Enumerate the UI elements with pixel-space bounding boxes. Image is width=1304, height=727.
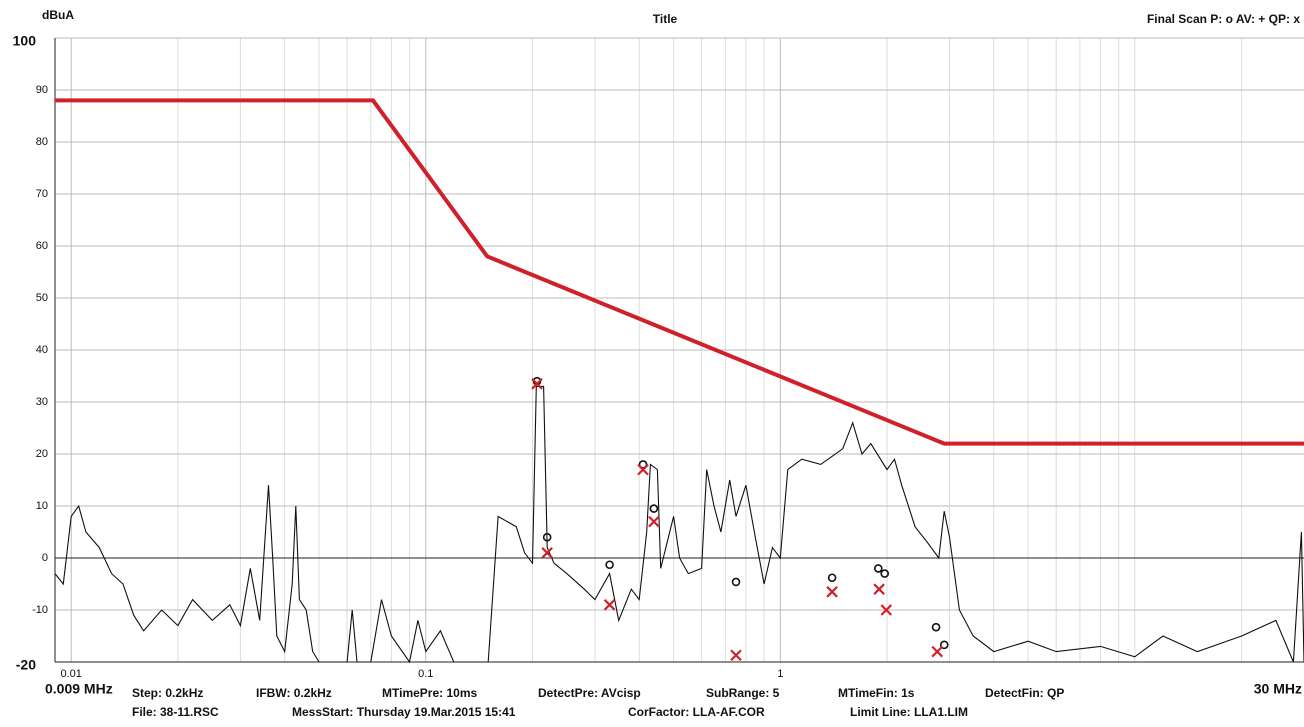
- footer-text: SubRange: 5: [706, 686, 780, 700]
- y-tick-label: 90: [36, 84, 48, 96]
- qp-marker: [939, 640, 949, 650]
- y-tick-label: -20: [16, 657, 36, 673]
- qp-marker: [638, 460, 648, 469]
- qp-marker: [542, 532, 552, 542]
- av-marker: [531, 378, 543, 390]
- y-tick-label: 60: [36, 240, 48, 252]
- y-tick-label: 0: [42, 552, 48, 564]
- av-marker: [637, 463, 649, 476]
- y-tick-label: 30: [36, 396, 48, 408]
- chart-title: Title: [653, 12, 678, 26]
- y-tick-label: 20: [36, 448, 48, 460]
- footer-text: MessStart: Thursday 19.Mar.2015 15:41: [292, 705, 516, 719]
- y-tick-label: 50: [36, 292, 48, 304]
- footer-text: IFBW: 0.2kHz: [256, 686, 332, 700]
- y-tick-label: -10: [32, 604, 48, 616]
- qp-marker: [874, 564, 883, 573]
- y-axis-label: dBuA: [42, 8, 74, 22]
- x-end-label: 30 MHz: [1254, 681, 1302, 697]
- qp-marker: [880, 569, 890, 578]
- qp-marker: [931, 622, 941, 632]
- y-tick-label: 70: [36, 188, 48, 200]
- y-tick-label: 10: [36, 500, 48, 512]
- footer-text: MTimePre: 10ms: [382, 686, 477, 700]
- x-tick-label: 1: [777, 668, 783, 680]
- footer-text: File: 38-11.RSC: [132, 705, 219, 719]
- av-marker: [826, 586, 838, 598]
- footer-text: DetectFin: QP: [985, 686, 1064, 700]
- qp-marker: [649, 504, 659, 513]
- legend: Final Scan P: o AV: + QP: x: [1147, 12, 1300, 26]
- x-tick-label: 0.01: [61, 668, 82, 680]
- y-tick-label: 40: [36, 344, 48, 356]
- footer-text: CorFactor: LLA-AF.COR: [628, 705, 765, 719]
- av-marker: [603, 599, 616, 611]
- footer-text: DetectPre: AVcisp: [538, 686, 641, 700]
- limit-line: [55, 98, 1304, 446]
- footer-text: Step: 0.2kHz: [132, 686, 203, 700]
- y-tick-label: 100: [13, 33, 37, 49]
- qp-marker: [827, 573, 837, 583]
- av-marker: [931, 645, 943, 658]
- av-marker: [648, 515, 660, 528]
- footer-text: Limit Line: LLA1.LIM: [850, 705, 968, 719]
- qp-marker: [605, 560, 614, 570]
- footer-text: MTimeFin: 1s: [838, 686, 915, 700]
- av-marker: [541, 547, 553, 559]
- av-marker: [880, 604, 893, 616]
- trace: [54, 385, 1304, 664]
- av-marker: [730, 649, 742, 662]
- av-marker: [873, 583, 885, 595]
- y-tick-label: 80: [36, 136, 48, 148]
- qp-marker: [731, 577, 741, 587]
- x-start-label: 0.009 MHz: [45, 681, 113, 697]
- x-tick-label: 0.1: [418, 668, 433, 680]
